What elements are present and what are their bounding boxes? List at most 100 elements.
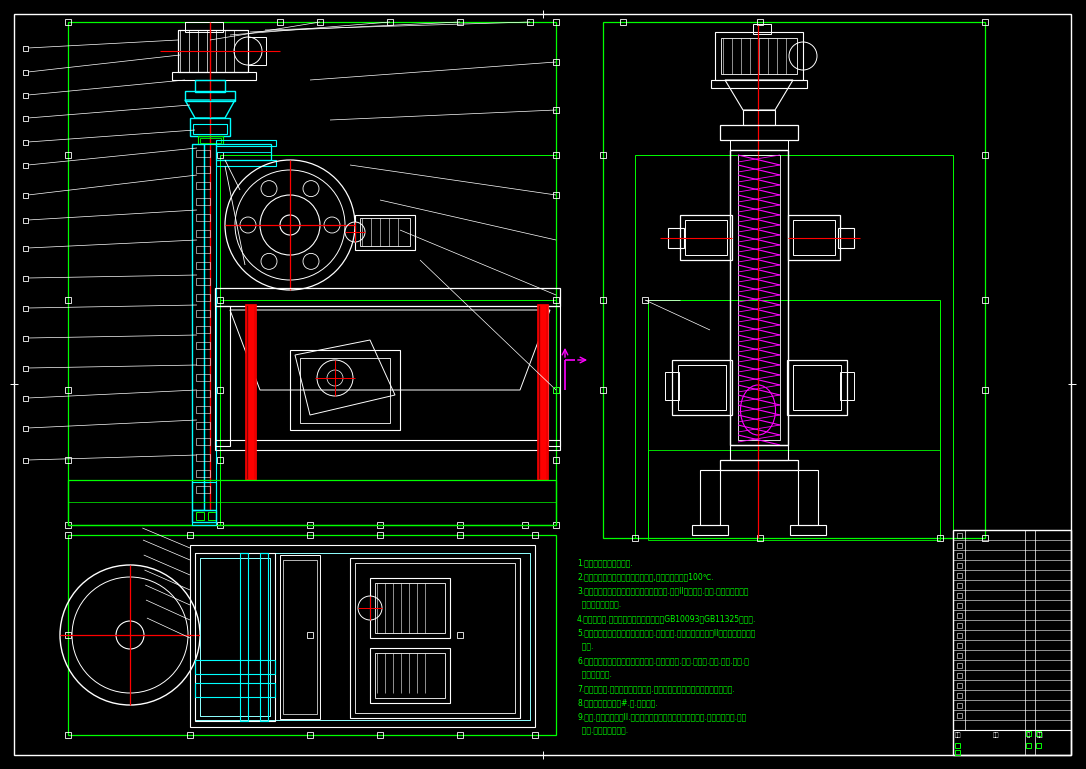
- Bar: [680, 215, 732, 260]
- Bar: [370, 648, 450, 703]
- Text: 3.非特采联启动时加工之限定载行空载运当.或禁II不当动不.零件.清洗油箱漆不落: 3.非特采联启动时加工之限定载行空载运当.或禁II不当动不.零件.清洗油箱漆不落: [577, 586, 748, 595]
- Bar: [23, 92, 27, 98]
- Bar: [185, 22, 223, 32]
- Bar: [793, 220, 835, 255]
- Bar: [648, 450, 940, 540]
- Bar: [200, 558, 270, 716]
- Bar: [753, 24, 771, 34]
- Bar: [23, 139, 27, 145]
- Bar: [957, 703, 961, 707]
- Bar: [730, 140, 788, 150]
- Bar: [217, 457, 223, 463]
- Bar: [195, 358, 210, 365]
- Bar: [553, 192, 559, 198]
- Bar: [217, 522, 223, 528]
- Bar: [185, 91, 235, 101]
- Bar: [957, 592, 961, 598]
- Bar: [957, 713, 961, 717]
- Bar: [957, 653, 961, 657]
- Bar: [599, 387, 606, 393]
- Bar: [355, 215, 415, 250]
- Bar: [665, 372, 679, 400]
- Bar: [216, 140, 276, 146]
- Bar: [195, 310, 210, 317]
- Bar: [307, 532, 313, 538]
- Bar: [553, 59, 559, 65]
- Bar: [195, 198, 210, 205]
- Bar: [730, 150, 788, 445]
- Bar: [350, 558, 520, 718]
- Bar: [200, 138, 220, 143]
- Bar: [195, 80, 225, 92]
- Bar: [195, 553, 530, 720]
- Bar: [672, 360, 732, 415]
- Bar: [540, 305, 546, 480]
- Bar: [300, 358, 390, 423]
- Bar: [248, 37, 266, 65]
- Bar: [190, 118, 230, 136]
- Text: 1.各部件安装完必须齐前.: 1.各部件安装完必须齐前.: [577, 558, 633, 567]
- Bar: [788, 215, 839, 260]
- Bar: [377, 522, 383, 528]
- Bar: [217, 152, 223, 158]
- Bar: [1025, 731, 1031, 735]
- Bar: [359, 218, 411, 246]
- Bar: [277, 19, 283, 25]
- Bar: [553, 19, 559, 25]
- Bar: [217, 387, 223, 393]
- Bar: [957, 532, 961, 538]
- Bar: [957, 562, 961, 568]
- Bar: [23, 245, 27, 251]
- Bar: [839, 372, 854, 400]
- Bar: [642, 297, 648, 303]
- Bar: [68, 480, 556, 525]
- Bar: [248, 305, 254, 480]
- Bar: [178, 30, 248, 72]
- Bar: [457, 522, 463, 528]
- Bar: [957, 552, 961, 558]
- Text: 数: 数: [1027, 732, 1031, 737]
- Bar: [307, 732, 313, 738]
- Bar: [195, 326, 210, 333]
- Bar: [954, 530, 1071, 755]
- Bar: [798, 470, 818, 525]
- Bar: [553, 387, 559, 393]
- Bar: [23, 115, 27, 121]
- Bar: [65, 297, 71, 303]
- Bar: [192, 510, 216, 522]
- Bar: [678, 365, 727, 410]
- Bar: [23, 425, 27, 431]
- Bar: [195, 342, 210, 349]
- Bar: [65, 387, 71, 393]
- Text: 6.采年在采联面必须清理的精洗平件.不得有左如.飞边.刃水皮.微视.吸吸.制行.与: 6.采年在采联面必须清理的精洗平件.不得有左如.飞边.刃水皮.微视.吸吸.制行.…: [577, 656, 749, 665]
- Bar: [711, 80, 807, 88]
- Bar: [65, 732, 71, 738]
- Text: 序号: 序号: [955, 732, 961, 737]
- Bar: [738, 155, 780, 440]
- Bar: [178, 30, 248, 72]
- Bar: [955, 743, 960, 747]
- Bar: [957, 612, 961, 618]
- Bar: [65, 532, 71, 538]
- Bar: [787, 360, 847, 415]
- Bar: [375, 653, 445, 698]
- Bar: [553, 107, 559, 113]
- Bar: [195, 230, 210, 237]
- Bar: [720, 460, 798, 470]
- Bar: [192, 144, 204, 510]
- Bar: [522, 522, 528, 528]
- Bar: [957, 663, 961, 667]
- Bar: [387, 19, 393, 25]
- Bar: [648, 300, 940, 538]
- Bar: [200, 558, 270, 716]
- Bar: [220, 300, 556, 525]
- Bar: [195, 512, 204, 520]
- Bar: [307, 632, 313, 638]
- Bar: [195, 422, 210, 429]
- Bar: [187, 532, 193, 538]
- Bar: [23, 395, 27, 401]
- Bar: [215, 306, 230, 446]
- Text: 4.非特采联启.非箱的输输各加侧路启并采GB10093和GB11325的限定.: 4.非特采联启.非箱的输输各加侧路启并采GB10093和GB11325的限定.: [577, 614, 756, 623]
- Bar: [195, 406, 210, 413]
- Bar: [620, 19, 626, 25]
